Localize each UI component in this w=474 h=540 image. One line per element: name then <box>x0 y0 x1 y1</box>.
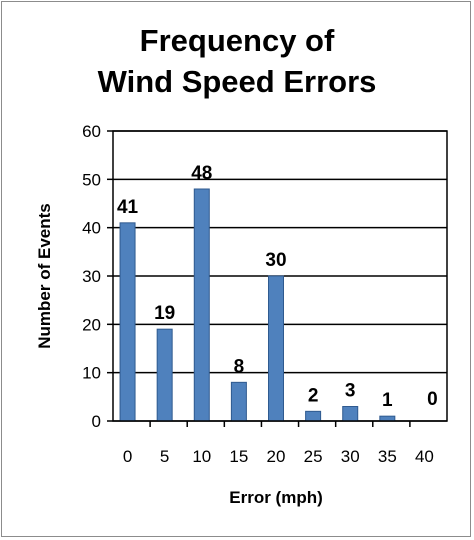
y-axis-label: Number of Events <box>35 203 54 348</box>
x-tick-label: 30 <box>341 447 360 466</box>
y-tick-labels: 0 10 20 30 40 50 60 <box>82 122 101 431</box>
x-tick-label: 15 <box>229 447 248 466</box>
bar <box>156 328 173 422</box>
y-tick-label: 40 <box>82 219 101 238</box>
data-label: 41 <box>117 197 139 218</box>
y-tick-label: 60 <box>82 122 101 141</box>
y-tick-label: 10 <box>82 364 101 383</box>
y-tick-label: 30 <box>82 267 101 286</box>
x-tick-label: 35 <box>378 447 397 466</box>
data-label: 2 <box>308 385 319 406</box>
data-label: 1 <box>382 390 393 411</box>
plot-area-border <box>112 130 448 422</box>
y-tick-label: 20 <box>82 315 101 334</box>
chart-title-line-1: Frequency of <box>139 23 335 58</box>
bars <box>119 188 396 422</box>
x-tick-label: 0 <box>123 447 132 466</box>
data-label: 8 <box>234 356 245 377</box>
bar <box>119 222 136 422</box>
bar <box>268 275 284 422</box>
bar <box>342 406 359 422</box>
data-labels: 41 19 48 8 30 2 3 1 0 <box>117 163 438 411</box>
data-label: 0 <box>427 389 438 410</box>
x-tick-label: 40 <box>415 447 434 466</box>
y-tick-label: 0 <box>92 412 101 431</box>
x-tick-label: 5 <box>160 447 169 466</box>
bar <box>230 381 247 422</box>
x-tick-labels: 0 5 10 15 20 25 30 35 40 <box>123 447 434 466</box>
data-label: 3 <box>345 381 356 402</box>
data-label: 19 <box>154 303 175 324</box>
data-label: 30 <box>265 250 286 271</box>
x-tick-label: 25 <box>304 447 323 466</box>
data-label: 48 <box>191 163 212 184</box>
x-tick-label: 20 <box>267 447 286 466</box>
x-axis-label: Error (mph) <box>229 488 323 507</box>
bar <box>193 188 210 422</box>
chart-title-line-2: Wind Speed Errors <box>97 64 377 99</box>
x-tick-label: 10 <box>192 447 211 466</box>
y-tick-label: 50 <box>82 170 101 189</box>
bar <box>305 410 322 422</box>
